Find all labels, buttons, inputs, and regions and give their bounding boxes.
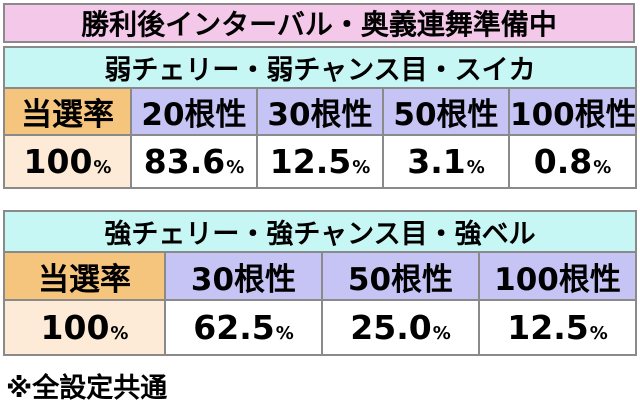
rate-value: 100% bbox=[3, 299, 166, 356]
table-strong-roles: 強チェリー・強チャンス目・強ベル 当選率 30根性 50根性 100根性 100… bbox=[2, 210, 638, 356]
page-title: 勝利後インターバル・奥義連舞準備中 bbox=[3, 3, 635, 43]
column-header-50: 50根性 bbox=[321, 251, 480, 301]
value-cell: 83.6% bbox=[130, 134, 258, 189]
column-header-30: 30根性 bbox=[164, 251, 323, 301]
column-header-100: 100根性 bbox=[477, 251, 638, 301]
value-cell: 12.5% bbox=[256, 134, 384, 189]
column-header-20: 20根性 bbox=[130, 87, 258, 136]
column-header-50: 50根性 bbox=[382, 87, 510, 136]
column-header-30: 30根性 bbox=[256, 87, 384, 136]
value-cell: 3.1% bbox=[382, 134, 510, 189]
table-weak-roles: 弱チェリー・弱チャンス目・スイカ 当選率 20根性 30根性 50根性 100根… bbox=[3, 46, 637, 189]
value-cell: 62.5% bbox=[164, 299, 323, 356]
table-header-strong-roles: 強チェリー・強チャンス目・強ベル bbox=[2, 210, 638, 253]
rate-value: 100% bbox=[3, 134, 132, 189]
rate-label: 当選率 bbox=[3, 251, 166, 301]
value-cell: 25.0% bbox=[321, 299, 480, 356]
footnote: ※全設定共通 bbox=[6, 373, 168, 404]
value-cell: 0.8% bbox=[508, 134, 637, 189]
table-header-weak-roles: 弱チェリー・弱チャンス目・スイカ bbox=[3, 46, 637, 89]
value-cell: 12.5% bbox=[477, 299, 638, 356]
column-header-100: 100根性 bbox=[508, 87, 637, 136]
rate-label: 当選率 bbox=[3, 87, 132, 136]
